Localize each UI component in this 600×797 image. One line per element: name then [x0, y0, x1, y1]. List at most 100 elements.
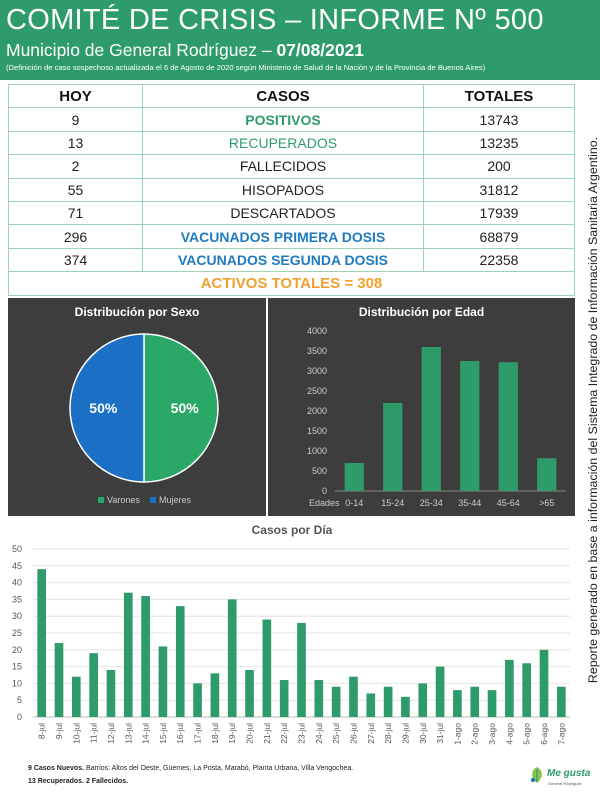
y-tick-label: 2500: [307, 386, 327, 396]
age-bar: [498, 362, 518, 491]
daily-bar: [383, 686, 393, 717]
x-tick-label: 30-jul: [418, 723, 428, 744]
x-tick-label: 21-jul: [262, 723, 272, 744]
age-bar: [344, 463, 364, 491]
daily-bar: [262, 619, 272, 717]
daily-chart-title: Casos por Día: [252, 523, 333, 537]
age-bar-chart: 0 500 1000 1500 2000 2500 3000 3500 4000 Edades 0-…: [307, 326, 566, 508]
report-header: COMITÉ DE CRISIS – INFORME Nº 500 Munici…: [0, 0, 600, 80]
footer-line-1: 9 Casos Nuevos. Barrios: Altos del Oeste…: [28, 762, 353, 775]
daily-bar: [54, 643, 64, 717]
daily-bar: [453, 690, 462, 717]
hoy-cell: 13: [8, 130, 143, 156]
activos-row: ACTIVOS TOTALES = 308: [8, 271, 575, 296]
daily-cases-panel: Casos por Día 0 5 10 15 20 25 30 35 40 45 50 8-jul 9-…: [0, 516, 575, 761]
casos-cell: DESCARTADOS: [142, 200, 424, 226]
age-bar: [383, 403, 403, 491]
y-tick-label: 15: [12, 662, 22, 672]
x-tick-label: 18-jul: [210, 723, 220, 744]
report-date: 07/08/2021: [276, 40, 365, 60]
col-hoy-header: HOY: [8, 83, 143, 109]
daily-bar: [227, 599, 237, 717]
table-header-row: HOY CASOS TOTALES: [8, 83, 575, 109]
x-tick-label: >65: [539, 498, 554, 508]
x-tick-label: 31-jul: [435, 723, 445, 744]
y-tick-label: 0: [322, 486, 327, 496]
sex-distribution-panel: Distribución por Sexo 50% 50% Varones Mujer…: [8, 298, 266, 516]
x-tick-label: 25-jul: [331, 723, 341, 744]
report-title: COMITÉ DE CRISIS – INFORME Nº 500: [6, 4, 544, 36]
y-tick-label: 45: [12, 561, 22, 571]
daily-bar: [522, 663, 532, 717]
daily-bar: [349, 676, 358, 717]
x-tick-label: 10-jul: [71, 723, 81, 744]
daily-bar: [331, 686, 341, 717]
daily-bar: [210, 673, 220, 717]
x-tick-label: 29-jul: [400, 723, 410, 744]
age-bar: [460, 361, 480, 491]
pie-value-label: 50%: [171, 400, 200, 416]
x-tick-label: 22-jul: [279, 723, 289, 744]
hoy-cell: 374: [8, 247, 143, 273]
x-tick-label: 15-jul: [158, 723, 168, 744]
y-tick-label: 3500: [307, 346, 327, 356]
casos-cell: HISOPADOS: [142, 177, 424, 202]
daily-bar: [487, 690, 497, 717]
report-subtitle: Municipio de General Rodríguez – 07/08/2…: [6, 40, 364, 61]
y-tick-label: 35: [12, 594, 22, 604]
col-casos-header: CASOS: [142, 83, 424, 109]
table-row: 13 RECUPERADOS 13235: [8, 130, 575, 156]
daily-bar: [539, 649, 549, 717]
x-tick-label: 4-ago: [504, 723, 514, 745]
daily-bar: [245, 669, 254, 717]
totales-cell: 17939: [423, 200, 575, 226]
casos-cell: VACUNADOS PRIMERA DOSIS: [142, 224, 424, 249]
daily-bar: [158, 646, 168, 717]
x-tick-label: 2-ago: [470, 723, 480, 745]
legend-swatch: [98, 497, 104, 503]
age-distribution-panel: Distribución por Edad 0 500 1000 1500 2000 25…: [268, 298, 575, 516]
x-tick-label: 5-ago: [522, 723, 532, 745]
x-tick-label: 16-jul: [175, 723, 185, 744]
legend-swatch: [150, 497, 156, 503]
x-tick-label: 0-14: [345, 498, 363, 508]
x-tick-label: 13-jul: [123, 723, 133, 744]
y-tick-label: 10: [12, 678, 22, 688]
y-tick-label: 1000: [307, 446, 327, 456]
x-tick-label: 3-ago: [487, 723, 497, 745]
daily-bar: [37, 569, 46, 717]
daily-bar: [401, 696, 410, 717]
y-tick-label: 50: [12, 544, 22, 554]
daily-bar: [505, 659, 514, 717]
x-tick-label: 28-jul: [383, 723, 393, 744]
y-tick-label: 0: [17, 712, 22, 722]
y-tick-label: 30: [12, 611, 22, 621]
casos-cell: FALLECIDOS: [142, 154, 424, 179]
casos-cell: VACUNADOS SEGUNDA DOSIS: [142, 247, 424, 273]
age-bar: [421, 347, 441, 491]
table-row: 55 HISOPADOS 31812: [8, 177, 575, 202]
y-tick-label: 1500: [307, 426, 327, 436]
daily-bar: [418, 683, 428, 717]
table-row: 374 VACUNADOS SEGUNDA DOSIS 22358: [8, 247, 575, 273]
daily-bar: [141, 596, 150, 717]
leaf-icon: [530, 767, 542, 783]
col-totales-header: TOTALES: [423, 83, 575, 109]
x-tick-label: 23-jul: [297, 723, 307, 744]
table-row: 2 FALLECIDOS 200: [8, 154, 575, 179]
x-tick-label: 1-ago: [452, 723, 462, 745]
pie-value-label: 50%: [89, 400, 118, 416]
hoy-cell: 71: [8, 200, 143, 226]
pie-slice: [143, 333, 219, 483]
x-tick-label: 20-jul: [245, 723, 255, 744]
daily-bar: [470, 686, 480, 717]
totales-cell: 31812: [423, 177, 575, 202]
definition-note: (Definición de caso sospechoso actualiza…: [6, 63, 486, 72]
y-tick-label: 5: [17, 695, 22, 705]
x-tick-label: 45-64: [497, 498, 520, 508]
source-note-text: Reporte generado en base a información d…: [586, 136, 600, 684]
daily-bar: [279, 680, 289, 717]
totales-cell: 13743: [423, 107, 575, 132]
y-tick-label: 40: [12, 578, 22, 588]
y-tick-label: 25: [12, 628, 22, 638]
